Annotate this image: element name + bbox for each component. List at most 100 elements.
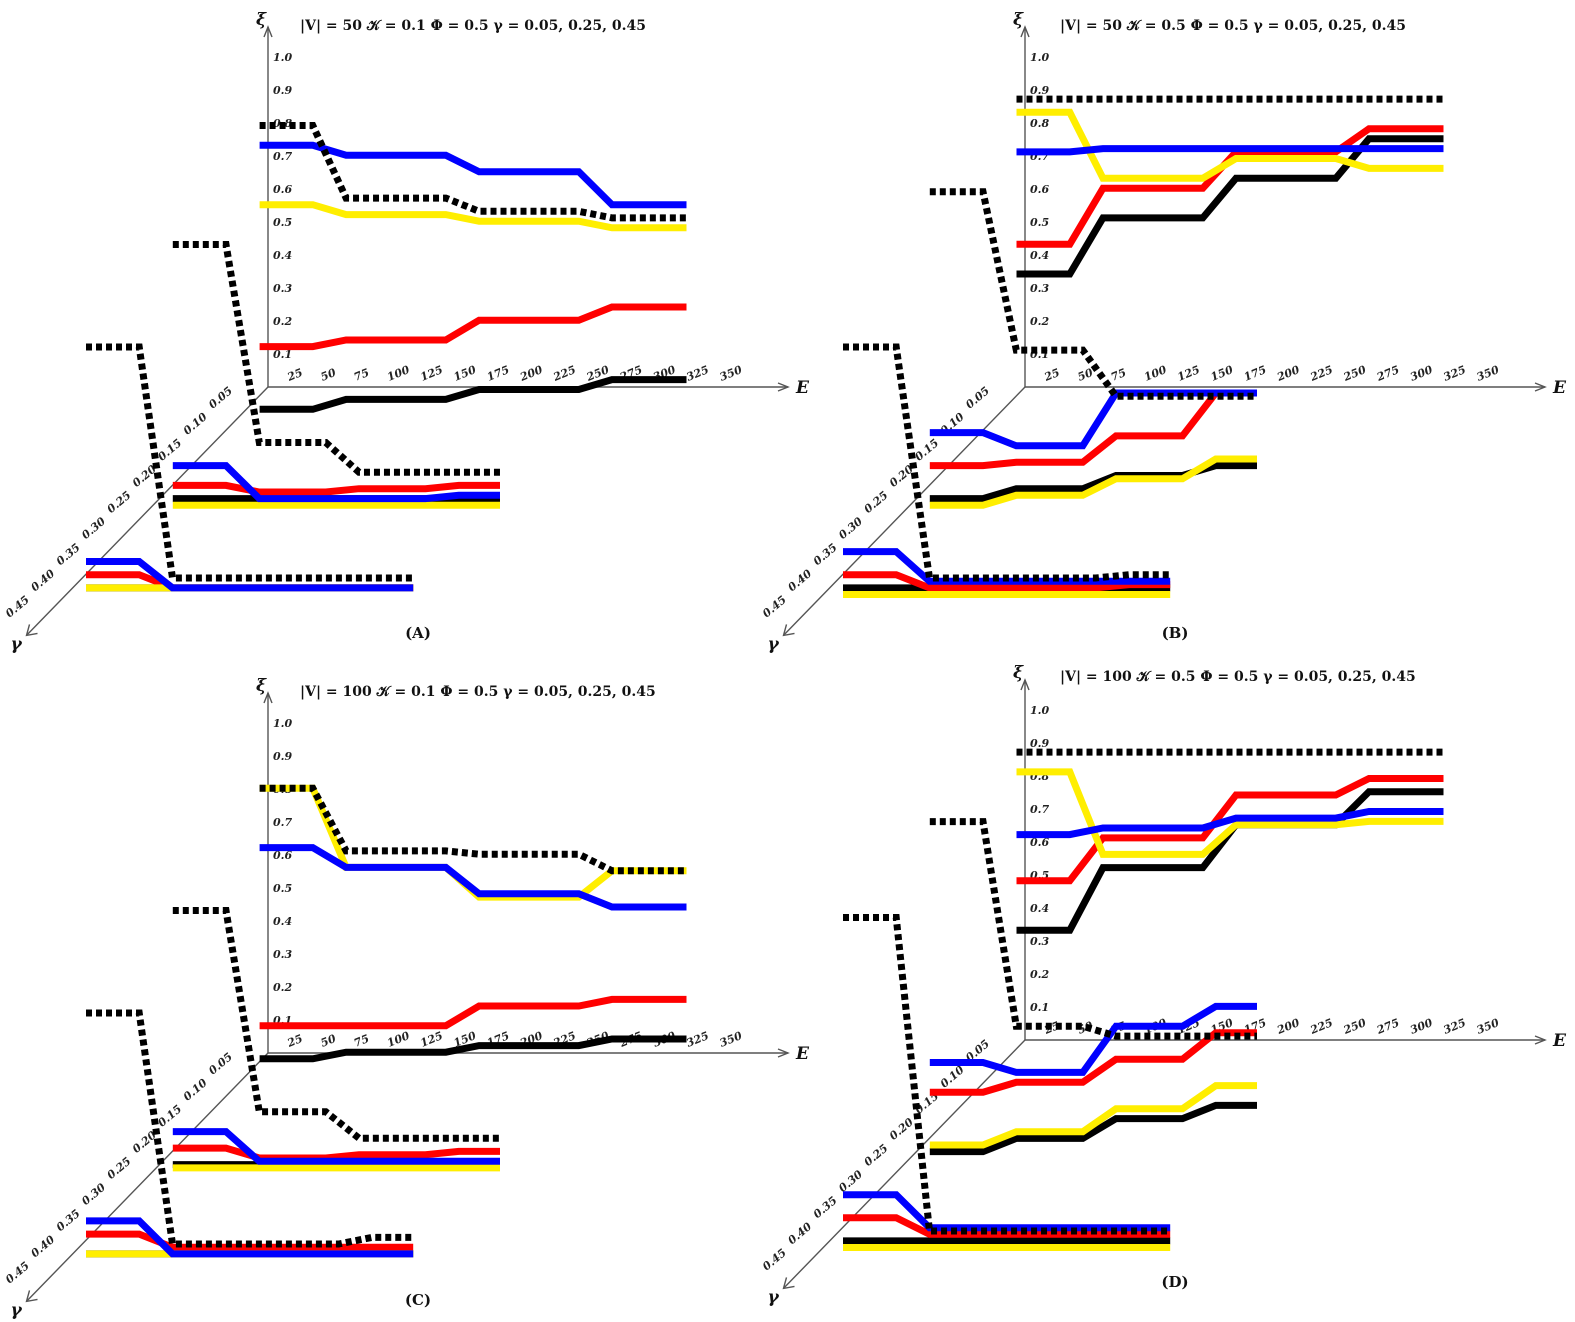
x-axis-label: E [1552,378,1567,398]
y-axis-label: ξ [256,676,267,696]
y-axis-arrow [263,25,273,38]
y-tick-label: 0.9 [273,84,292,97]
y-tick-label: 0.1 [1030,1001,1049,1014]
x-tick-label: 300 [1408,1016,1434,1037]
series-line-dashed-gamma-0.05 [259,122,687,222]
panel-label: (B) [1162,624,1189,642]
series-line-gamma-0.45 [86,1230,414,1251]
x-tick-label: 225 [1308,1016,1335,1037]
gamma-axis-arrow [782,1277,795,1290]
series-line-gamma-0.05 [259,1035,687,1063]
x-tick-label: 275 [1374,363,1401,384]
y-tick-label: 1.0 [273,51,292,64]
gamma-axis-label: γ [11,1300,23,1320]
y-tick-label: 0.9 [273,750,292,763]
x-tick-label: 200 [1274,1016,1301,1037]
gamma-axis-label: γ [768,1287,780,1307]
x-tick-label: 100 [385,1029,411,1050]
x-tick-label: 225 [551,363,578,384]
chart-title: |V| = 50 𝒦 = 0.1 Φ = 0.5 γ = 0.05, 0.25,… [300,18,646,34]
y-tick-label: 0.9 [1030,84,1049,97]
series-line-gamma-0.25 [929,462,1257,503]
y-tick-label: 0.6 [1030,836,1049,849]
x-tick-label: 50 [1076,366,1095,384]
x-tick-label: 350 [1475,1016,1501,1037]
y-tick-label: 0.4 [1030,902,1049,915]
y-tick-label: 0.2 [1030,968,1049,981]
series-line-gamma-0.45 [843,1191,1171,1232]
x-tick-label: 300 [1408,363,1434,384]
series-line-gamma-0.25 [929,1002,1257,1076]
x-tick-label: 125 [1176,363,1202,384]
gamma-tick-label: 0.05 [963,384,992,411]
series-line-gamma-0.25 [929,455,1257,509]
y-tick-label: 0.7 [273,150,292,163]
gamma-tick-label: 0.35 [811,541,840,568]
gamma-tick-label: 0.25 [862,1142,891,1169]
series-line-gamma-0.45 [86,1217,414,1258]
gamma-tick-label: 0.35 [54,541,83,568]
series-line-gamma-0.25 [929,1101,1257,1156]
gamma-axis-line [782,386,1026,636]
y-tick-label: 0.2 [273,315,292,328]
x-tick-label: 100 [1142,363,1168,384]
series-line-dashed-gamma-0.45 [86,343,414,582]
y-tick-label: 0.3 [273,282,292,295]
series-line-gamma-0.05 [1016,135,1444,278]
chart-title: |V| = 100 𝒦 = 0.1 Φ = 0.5 γ = 0.05, 0.25… [300,684,656,700]
panel-label: (D) [1161,1273,1188,1291]
series-line-gamma-0.25 [172,481,500,496]
x-tick-label: 175 [1242,363,1268,384]
gamma-tick-label: 0.40 [28,567,57,594]
series-line-gamma-0.45 [843,548,1171,585]
x-axis-arrow [1534,1035,1547,1045]
x-tick-label: 200 [1274,363,1301,384]
y-tick-label: 0.4 [1030,249,1049,262]
gamma-axis-line [25,1052,269,1302]
series-line-gamma-0.05 [259,201,687,232]
y-axis-arrow [263,691,273,704]
series-line-gamma-0.05 [1016,808,1444,839]
gamma-tick-label: 0.25 [105,489,134,516]
x-tick-label: 150 [1209,363,1235,384]
y-tick-label: 0.6 [273,849,292,862]
gamma-axis-arrow [25,624,38,637]
x-tick-label: 250 [1341,1016,1368,1037]
x-tick-label: 50 [319,1032,338,1050]
series-line-gamma-0.05 [1016,768,1444,858]
y-axis-label: ξ [1013,10,1024,30]
y-tick-label: 0.3 [1030,282,1049,295]
x-axis-label: E [795,378,810,398]
gamma-tick-label: 0.35 [811,1194,840,1221]
x-tick-label: 350 [1475,363,1501,384]
gamma-axis-arrow [25,1290,38,1303]
gamma-axis-label: γ [768,634,780,654]
chart-title: |V| = 100 𝒦 = 0.5 Φ = 0.5 γ = 0.05, 0.25… [1060,669,1416,685]
y-tick-label: 1.0 [273,717,292,730]
series-line-gamma-0.05 [1016,145,1444,156]
y-axis-label: ξ [256,10,267,30]
series-line-dashed-gamma-0.05 [259,784,687,875]
series-line-gamma-0.25 [172,1144,500,1162]
series-line-gamma-0.05 [1016,108,1444,182]
series-line-gamma-0.45 [86,558,414,592]
gamma-tick-label: 0.10 [181,1076,210,1103]
series-line-gamma-0.25 [172,1128,500,1165]
y-tick-label: 0.5 [273,216,292,229]
series-line-dashed-gamma-0.25 [172,241,500,476]
gamma-tick-label: 0.05 [206,384,235,411]
y-tick-label: 0.7 [1030,803,1049,816]
x-tick-label: 25 [285,366,305,384]
x-tick-label: 175 [485,363,511,384]
x-axis-label: E [1552,1031,1567,1051]
gamma-tick-label: 0.30 [836,515,865,542]
x-tick-label: 275 [1374,1016,1401,1037]
y-tick-label: 0.7 [273,816,292,829]
x-tick-label: 250 [1341,363,1368,384]
series-line-gamma-0.05 [259,376,687,413]
gamma-tick-label: 0.15 [155,1102,184,1129]
y-tick-label: 0.6 [1030,183,1049,196]
